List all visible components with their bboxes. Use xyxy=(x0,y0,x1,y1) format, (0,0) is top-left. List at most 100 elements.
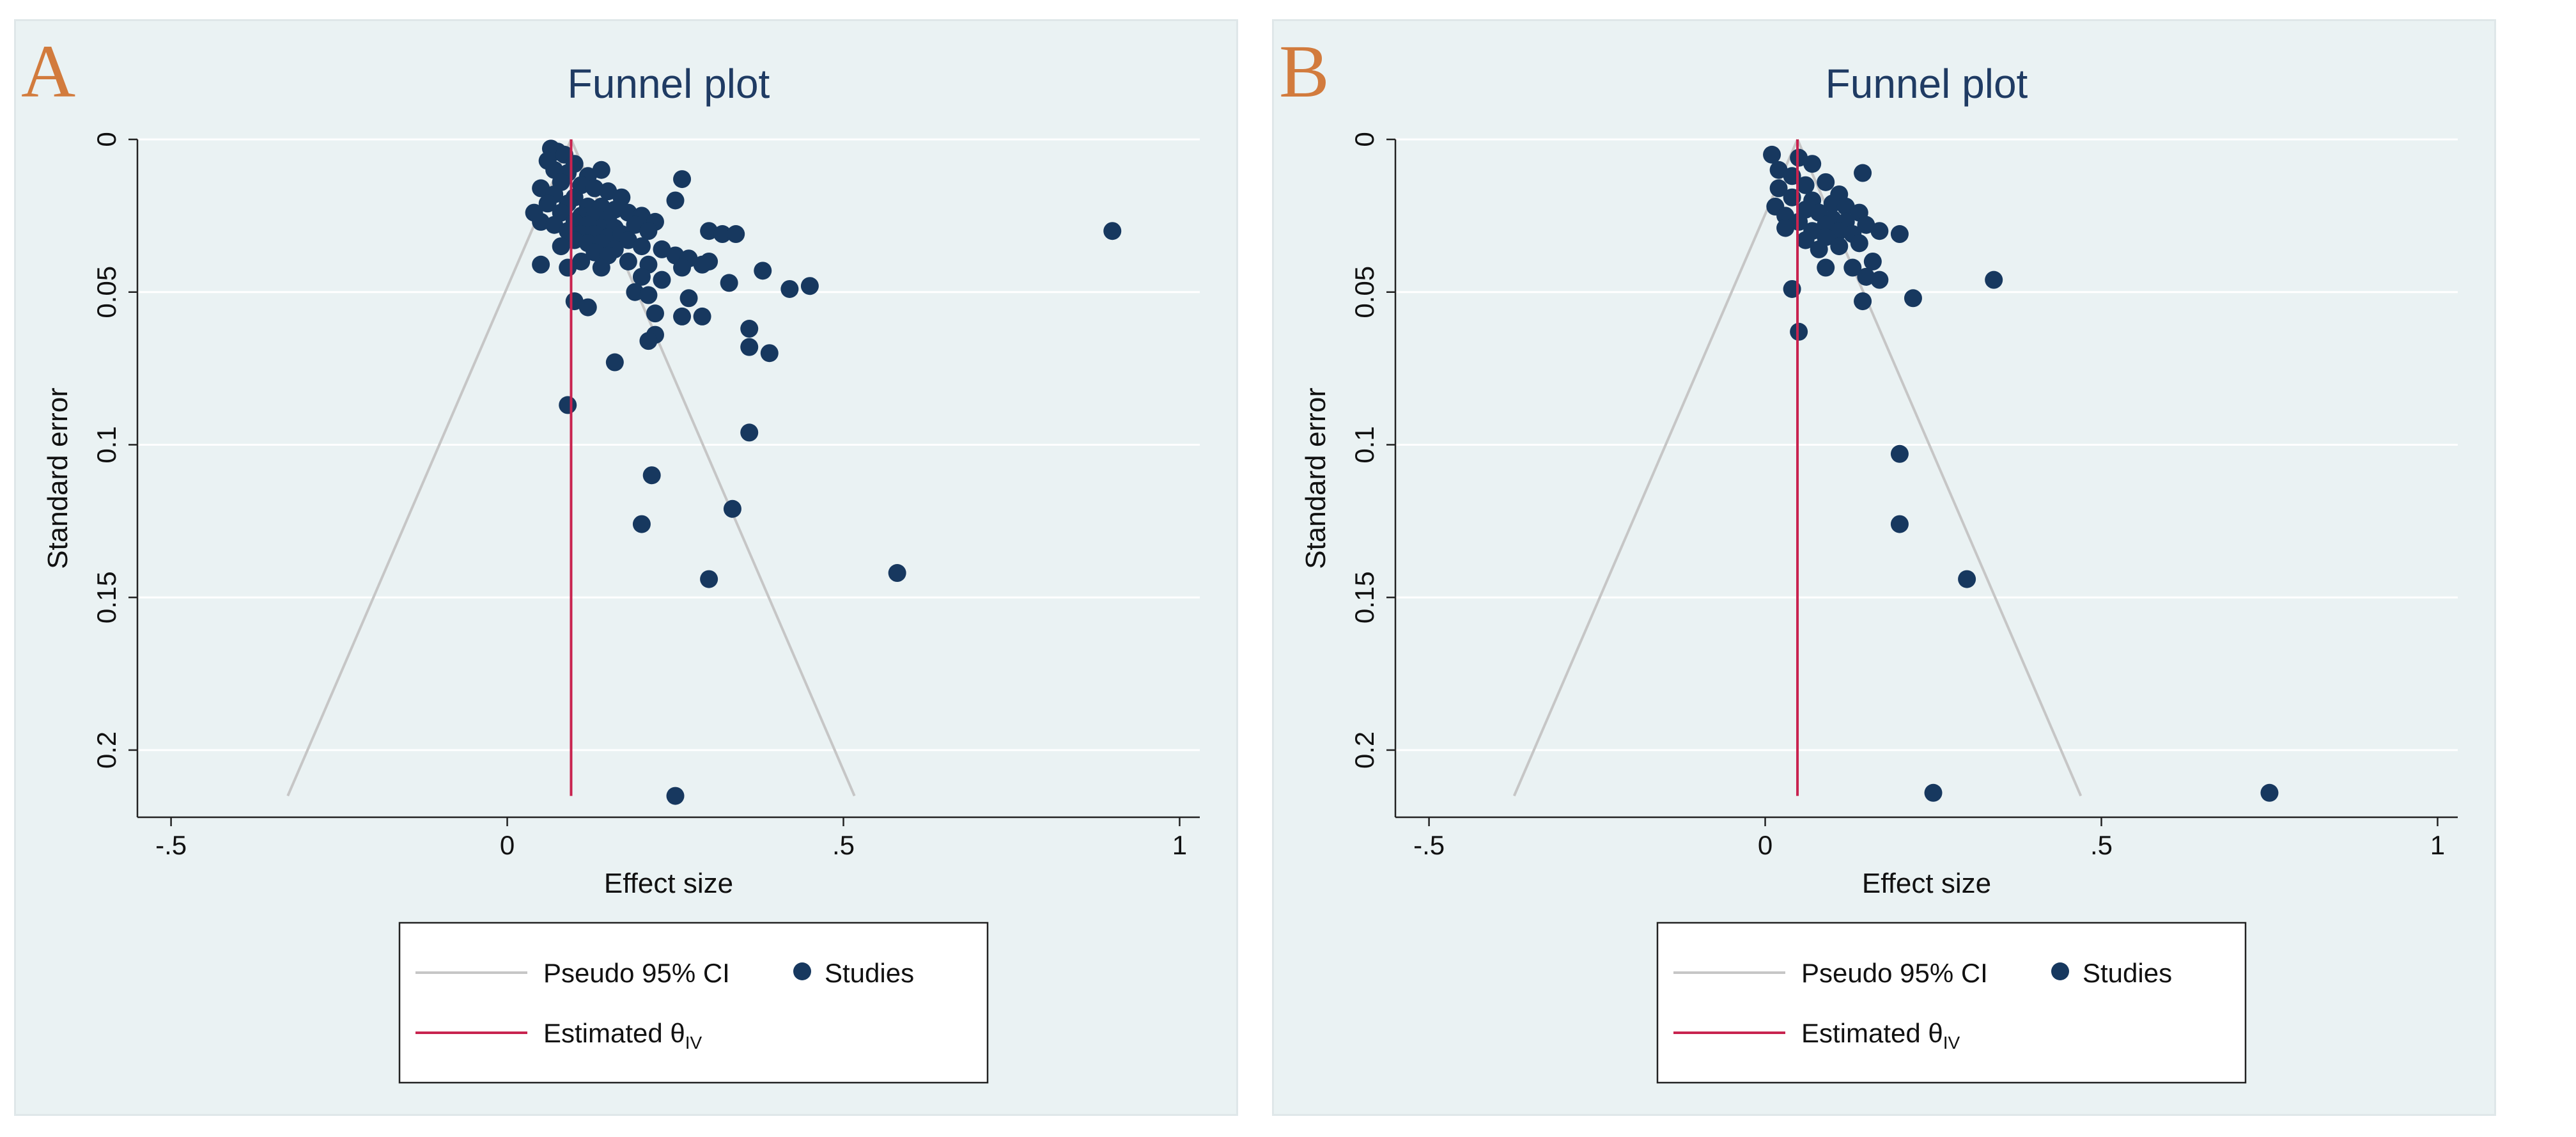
study-point-69 xyxy=(754,262,772,280)
study-point-31 xyxy=(532,212,550,231)
x-tick-label-2: .5 xyxy=(832,830,855,860)
study-point-65 xyxy=(559,258,577,277)
study-point-47 xyxy=(1958,570,1976,588)
legend-ci-label: Pseudo 95% CI xyxy=(1801,958,1988,988)
study-point-0 xyxy=(1763,145,1781,164)
study-point-12 xyxy=(532,179,550,198)
legend-estimate-text: Estimated θ xyxy=(1801,1018,1943,1048)
study-point-77 xyxy=(679,289,698,308)
panel-letter: A xyxy=(21,29,75,113)
study-point-3 xyxy=(1769,161,1788,179)
study-point-94 xyxy=(632,515,651,533)
x-tick-label-0: -.5 xyxy=(1413,830,1445,860)
study-point-2 xyxy=(1803,155,1822,173)
study-point-74 xyxy=(800,277,819,295)
study-point-26 xyxy=(1830,222,1849,240)
study-point-70 xyxy=(632,267,651,286)
study-point-76 xyxy=(639,286,658,304)
y-tick-label-1: 0.05 xyxy=(91,266,121,318)
study-point-14 xyxy=(1836,198,1855,216)
study-point-55 xyxy=(653,240,671,258)
legend-estimate-text: Estimated θ xyxy=(543,1018,685,1048)
study-point-82 xyxy=(693,307,711,325)
study-point-83 xyxy=(740,320,759,338)
study-point-31 xyxy=(1796,231,1815,249)
study-point-46 xyxy=(1890,515,1909,533)
study-point-1 xyxy=(1790,148,1808,167)
x-tick-label-3: 1 xyxy=(2430,830,2445,860)
funnel-plot-panel-b: 0 0.05 0.1 0.15 0.2 -.5 0 .5 1 Funnel plot B Effect… xyxy=(1272,19,2496,1116)
y-tick-label-0: 0 xyxy=(91,132,121,146)
study-point-49 xyxy=(2260,783,2279,802)
legend-estimate-subscript: IV xyxy=(1943,1033,1960,1053)
study-point-52 xyxy=(552,237,570,256)
legend-studies-swatch xyxy=(2051,962,2069,980)
study-point-68 xyxy=(693,255,711,274)
study-point-37 xyxy=(1817,258,1835,277)
study-point-44 xyxy=(639,222,658,240)
study-point-71 xyxy=(653,271,671,289)
x-tick-label-2: .5 xyxy=(2090,830,2113,860)
study-point-8 xyxy=(592,161,610,179)
legend-box xyxy=(1656,921,2247,1084)
study-point-91 xyxy=(740,423,759,442)
study-point-8 xyxy=(1769,179,1788,198)
legend-estimate-label: Estimated θIV xyxy=(1801,1018,1960,1053)
study-point-92 xyxy=(642,466,661,485)
study-point-95 xyxy=(888,564,906,583)
study-point-81 xyxy=(673,307,692,325)
funnel-plot-b-svg: 0 0.05 0.1 0.15 0.2 -.5 0 .5 1 Funnel plot B Effect… xyxy=(1279,29,2458,1084)
study-point-54 xyxy=(632,237,651,256)
y-tick-label-2: 0.1 xyxy=(1349,426,1379,463)
study-point-18 xyxy=(666,191,685,210)
study-point-87 xyxy=(760,344,779,363)
study-point-48 xyxy=(1924,783,1943,802)
study-point-20 xyxy=(1790,212,1808,231)
y-tick-label-1: 0.05 xyxy=(1349,266,1379,318)
study-point-96 xyxy=(700,570,718,588)
x-tick-label-3: 1 xyxy=(1172,830,1187,860)
ci-line-left xyxy=(1512,139,1799,797)
study-point-9 xyxy=(673,170,692,189)
y-tick-label-0: 0 xyxy=(1349,132,1379,146)
legend-studies-label: Studies xyxy=(825,958,914,988)
funnel-plot-a-svg: 0 0.05 0.1 0.15 0.2 -.5 0 .5 1 Funnel plot A Effect… xyxy=(21,29,1200,1084)
study-point-13 xyxy=(586,179,604,198)
plot-area xyxy=(1395,139,2458,817)
y-tick-label-2: 0.1 xyxy=(91,426,121,463)
y-axis-label: Standard error xyxy=(1300,388,1331,569)
study-point-45 xyxy=(1890,444,1909,463)
study-point-37 xyxy=(626,216,644,234)
study-point-89 xyxy=(559,396,577,414)
study-point-34 xyxy=(1810,240,1828,258)
legend-estimate-label: Estimated θIV xyxy=(543,1018,702,1053)
study-point-6 xyxy=(1817,173,1835,191)
study-point-73 xyxy=(780,279,799,298)
study-point-56 xyxy=(586,243,604,262)
study-point-29 xyxy=(1870,222,1889,240)
study-point-32 xyxy=(1850,234,1868,253)
study-point-72 xyxy=(720,274,738,292)
study-point-12 xyxy=(1823,194,1842,213)
y-tick-label-4: 0.2 xyxy=(91,732,121,769)
study-point-24 xyxy=(1776,219,1795,237)
legend-box xyxy=(398,921,989,1084)
study-point-97 xyxy=(666,787,685,805)
study-point-35 xyxy=(1863,252,1882,271)
study-point-43 xyxy=(1854,292,1872,311)
study-point-5 xyxy=(1854,164,1872,182)
study-point-93 xyxy=(723,499,741,518)
study-point-90 xyxy=(1103,222,1122,240)
chart-title: Funnel plot xyxy=(568,61,770,107)
study-point-85 xyxy=(639,332,658,350)
x-tick-label-1: 0 xyxy=(1758,830,1773,860)
study-point-44 xyxy=(1790,322,1808,341)
study-point-61 xyxy=(572,252,591,271)
study-point-33 xyxy=(1830,237,1849,256)
study-point-28 xyxy=(1890,225,1909,244)
panel-letter: B xyxy=(1279,29,1330,113)
study-point-88 xyxy=(605,353,624,372)
study-point-19 xyxy=(538,194,557,213)
y-axis-label: Standard error xyxy=(42,388,74,569)
study-point-66 xyxy=(592,258,610,277)
